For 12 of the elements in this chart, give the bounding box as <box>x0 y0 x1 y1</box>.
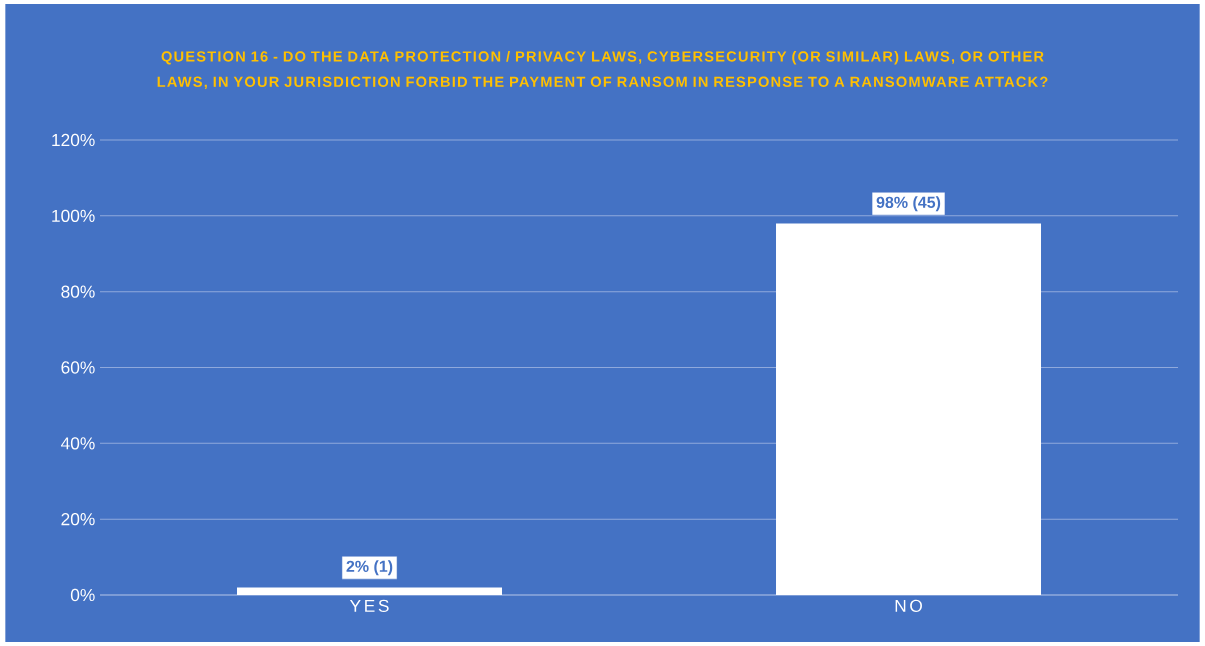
data-label: 2% (1) <box>346 560 393 576</box>
y-tick-label: 20% <box>61 513 95 526</box>
y-tick-label: 0% <box>70 588 95 602</box>
x-tick-label: YES <box>349 599 389 612</box>
chart-title: QUESTION 16 - DO THE DATA PROTECTION / PRIVACY LAWS, CYBERSECURITY (OR SIMILAR) LAWS, OR OTHER LAWS, IN YOUR JURISDICTION FORBID THE PAYMENT OF RANSOM IN RESPONSE TO A RANSOMWARE ATTACK? <box>157 50 1048 90</box>
y-tick-label: 120% <box>52 133 95 147</box>
y-tick-label: 60% <box>61 361 95 374</box>
y-tick-label: 80% <box>61 285 95 298</box>
x-tick-label: NO <box>895 599 922 612</box>
y-tick-label: 40% <box>61 437 95 450</box>
y-tick-label: 100% <box>52 209 95 222</box>
data-label: 98% (45) <box>876 196 941 212</box>
